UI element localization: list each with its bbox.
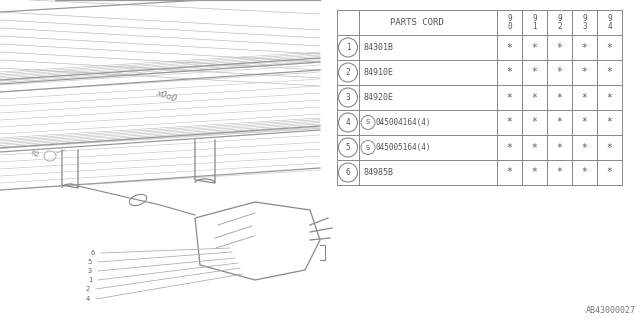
Text: *: * <box>582 92 588 102</box>
Text: AB43000027: AB43000027 <box>586 306 636 315</box>
Text: 2: 2 <box>86 286 90 292</box>
Text: *: * <box>532 68 538 77</box>
Text: *: * <box>507 142 513 153</box>
Text: S: S <box>366 119 370 125</box>
Text: *: * <box>607 43 612 52</box>
Text: *: * <box>507 43 513 52</box>
Text: 84920E: 84920E <box>363 93 393 102</box>
Text: 5: 5 <box>346 143 350 152</box>
Text: *: * <box>607 167 612 178</box>
Text: *: * <box>532 92 538 102</box>
Text: 4: 4 <box>346 118 350 127</box>
Text: 84985B: 84985B <box>363 168 393 177</box>
Text: PARTS CORD: PARTS CORD <box>390 18 444 27</box>
Text: *: * <box>532 117 538 127</box>
Text: 9
1: 9 1 <box>532 14 537 31</box>
Text: 1: 1 <box>346 43 350 52</box>
Text: 6: 6 <box>346 168 350 177</box>
Text: *: * <box>507 167 513 178</box>
Text: 84910E: 84910E <box>363 68 393 77</box>
Text: 9
4: 9 4 <box>607 14 612 31</box>
Text: *: * <box>582 142 588 153</box>
Text: xOoO: xOoO <box>155 89 178 104</box>
Text: 9
0: 9 0 <box>507 14 512 31</box>
Text: *: * <box>532 142 538 153</box>
Text: *: * <box>607 142 612 153</box>
Text: *: * <box>507 68 513 77</box>
Text: *: * <box>507 117 513 127</box>
Text: 5: 5 <box>88 259 92 265</box>
Text: *: * <box>507 92 513 102</box>
Text: 84301B: 84301B <box>363 43 393 52</box>
Text: *: * <box>607 117 612 127</box>
Text: S: S <box>366 145 370 150</box>
Text: *: * <box>582 43 588 52</box>
Text: 045004164(4): 045004164(4) <box>376 118 431 127</box>
Text: R2: R2 <box>30 150 40 158</box>
Text: *: * <box>557 43 563 52</box>
Text: 9
2: 9 2 <box>557 14 562 31</box>
Text: *: * <box>557 142 563 153</box>
Text: 045005164(4): 045005164(4) <box>376 143 431 152</box>
Text: *: * <box>582 68 588 77</box>
Text: *: * <box>607 92 612 102</box>
Text: 4: 4 <box>86 296 90 302</box>
Text: *: * <box>582 167 588 178</box>
Text: 3: 3 <box>346 93 350 102</box>
Text: *: * <box>557 68 563 77</box>
Text: 2: 2 <box>346 68 350 77</box>
Text: *: * <box>607 68 612 77</box>
Text: *: * <box>532 43 538 52</box>
Text: 3: 3 <box>88 268 92 274</box>
Text: *: * <box>582 117 588 127</box>
Text: *: * <box>557 167 563 178</box>
Text: 1: 1 <box>88 277 92 283</box>
Text: *: * <box>532 167 538 178</box>
Text: 6: 6 <box>91 250 95 256</box>
Text: *: * <box>557 92 563 102</box>
Text: 9
3: 9 3 <box>582 14 587 31</box>
Text: *: * <box>557 117 563 127</box>
